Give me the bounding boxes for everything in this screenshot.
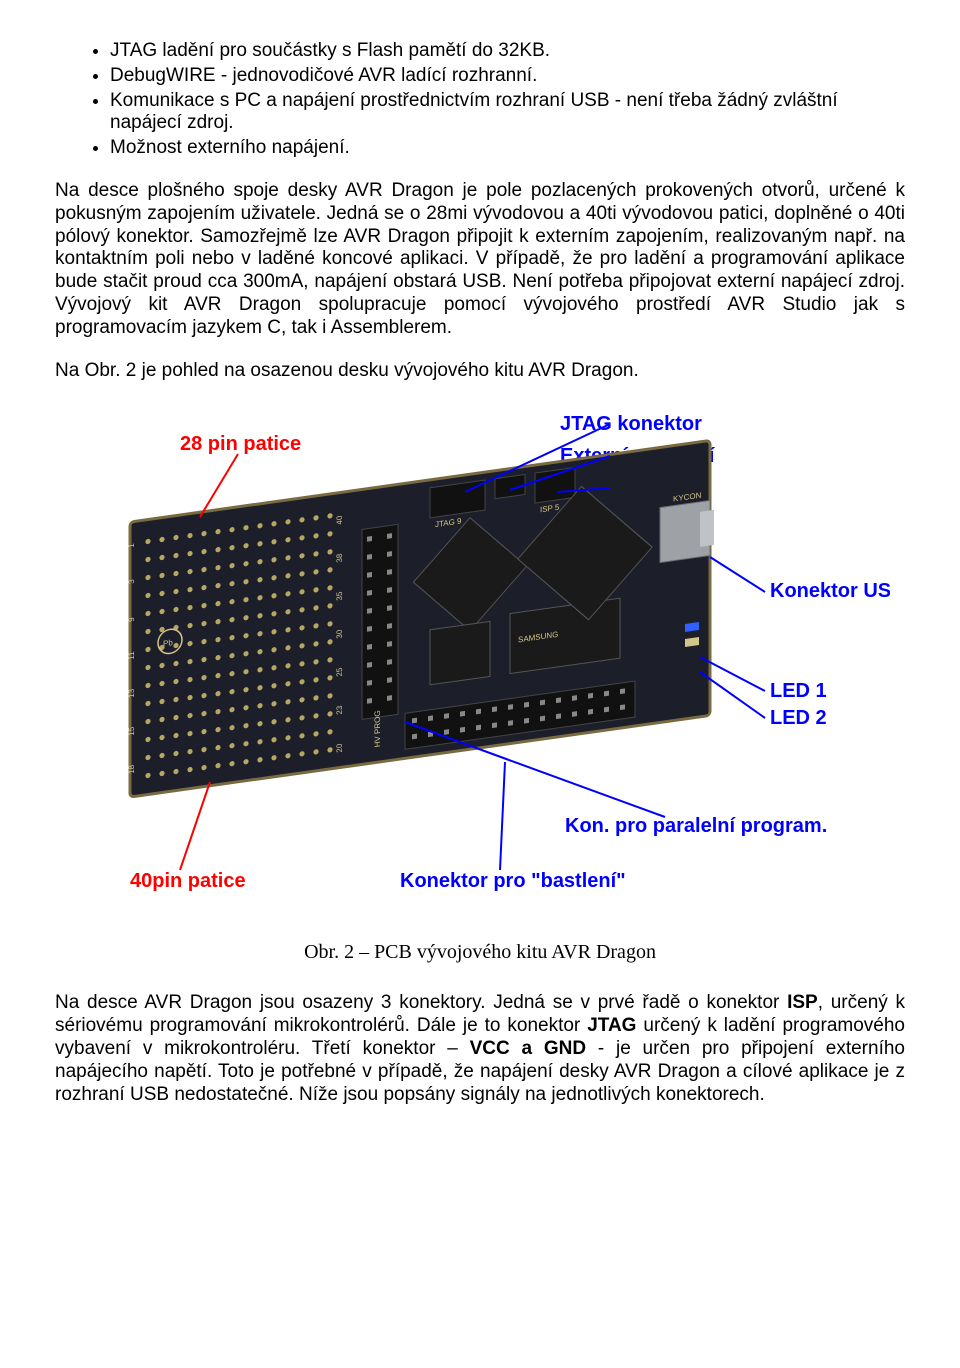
svg-text:11: 11 bbox=[127, 651, 136, 661]
list-item: Možnost externího napájení. bbox=[110, 137, 905, 160]
feature-list: JTAG ladění pro součástky s Flash pamětí… bbox=[55, 40, 905, 160]
svg-text:40: 40 bbox=[335, 515, 344, 526]
figure-pcb: JTAG konektor Externí napájení ISP konek… bbox=[55, 402, 905, 932]
svg-text:18: 18 bbox=[127, 764, 136, 775]
label-led2: LED 2 bbox=[770, 707, 827, 729]
label-bastleni: Konektor pro "bastlení" bbox=[400, 870, 626, 892]
svg-text:30: 30 bbox=[335, 629, 344, 640]
svg-text:23: 23 bbox=[335, 705, 344, 716]
p3-text: Na desce AVR Dragon jsou osazeny 3 konek… bbox=[55, 992, 787, 1013]
list-item: JTAG ladění pro součástky s Flash pamětí… bbox=[110, 40, 905, 63]
list-item: Komunikace s PC a napájení prostřednictv… bbox=[110, 90, 905, 136]
label-led1: LED 1 bbox=[770, 680, 827, 702]
svg-text:HV PROG: HV PROG bbox=[373, 710, 382, 748]
pcb-diagram: JTAG konektor Externí napájení ISP konek… bbox=[70, 402, 890, 932]
svg-text:15: 15 bbox=[127, 726, 136, 737]
p3-bold-isp: ISP bbox=[787, 992, 818, 1013]
svg-text:20: 20 bbox=[335, 743, 344, 754]
svg-text:13: 13 bbox=[127, 688, 136, 699]
proto-pad-area: 1 3 9 11 13 15 18 20 23 25 30 35 38 40 bbox=[127, 501, 350, 787]
label-usb: Konektor USB B bbox=[770, 580, 890, 602]
svg-text:35: 35 bbox=[335, 591, 344, 602]
chip-small bbox=[430, 622, 490, 685]
pointer-usb bbox=[710, 557, 765, 592]
svg-text:25: 25 bbox=[335, 667, 344, 678]
paragraph-3: Na desce AVR Dragon jsou osazeny 3 konek… bbox=[55, 992, 905, 1106]
label-parallel: Kon. pro paralelní program. bbox=[565, 815, 827, 837]
pointer-bastleni bbox=[500, 762, 505, 870]
svg-text:38: 38 bbox=[335, 553, 344, 564]
figure-caption: Obr. 2 – PCB vývojového kitu AVR Dragon bbox=[55, 940, 905, 964]
paragraph-2: Na Obr. 2 je pohled na osazenou desku vý… bbox=[55, 360, 905, 383]
list-item: DebugWIRE - jednovodičové AVR ladící roz… bbox=[110, 65, 905, 88]
label-jtag: JTAG konektor bbox=[560, 413, 702, 435]
label-28pin: 28 pin patice bbox=[180, 433, 301, 455]
label-40pin: 40pin patice bbox=[130, 870, 246, 892]
p3-bold-vcc: VCC a GND bbox=[470, 1038, 586, 1059]
paragraph-1: Na desce plošného spoje desky AVR Dragon… bbox=[55, 180, 905, 340]
pointer-40pin bbox=[180, 782, 210, 870]
p3-bold-jtag: JTAG bbox=[587, 1015, 636, 1036]
svg-text:Pb: Pb bbox=[163, 638, 173, 648]
